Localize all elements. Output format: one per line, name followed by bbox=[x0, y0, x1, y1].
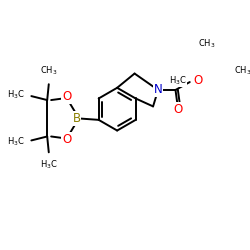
Text: B: B bbox=[72, 112, 80, 125]
Text: H$_3$C: H$_3$C bbox=[7, 88, 25, 101]
Text: H$_3$C: H$_3$C bbox=[7, 136, 25, 148]
Text: CH$_3$: CH$_3$ bbox=[40, 64, 58, 77]
Text: O: O bbox=[62, 90, 72, 104]
Text: O: O bbox=[62, 133, 72, 146]
Text: O: O bbox=[193, 74, 202, 87]
Text: H$_3$C: H$_3$C bbox=[169, 74, 186, 87]
Text: O: O bbox=[173, 103, 182, 116]
Text: CH$_3$: CH$_3$ bbox=[234, 65, 250, 77]
Text: N: N bbox=[154, 84, 162, 96]
Text: CH$_3$: CH$_3$ bbox=[198, 38, 216, 50]
Text: H$_3$C: H$_3$C bbox=[40, 159, 58, 171]
